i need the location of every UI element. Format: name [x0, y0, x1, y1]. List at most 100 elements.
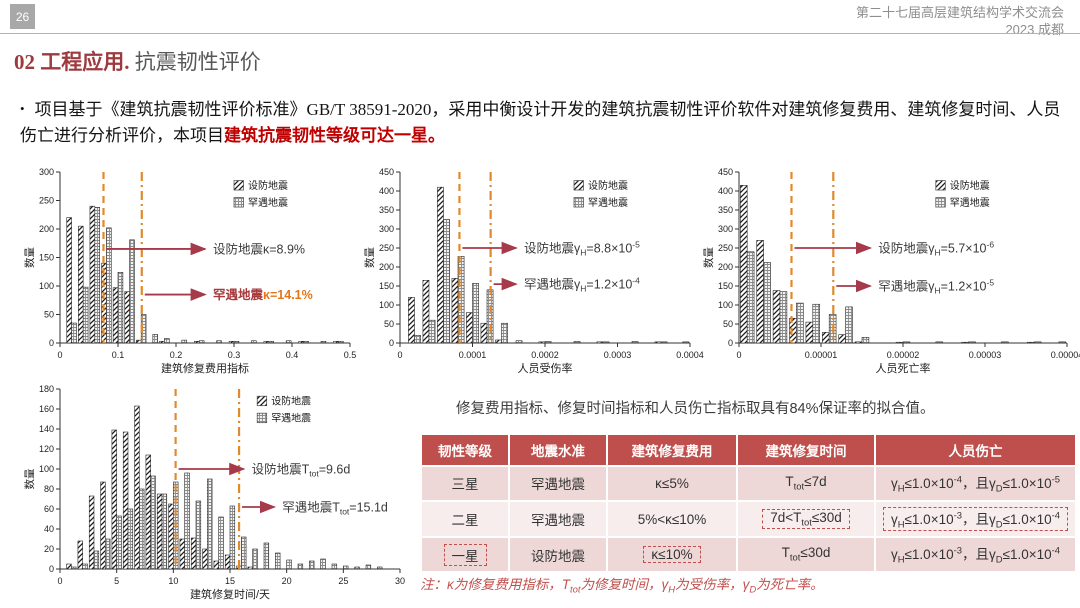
svg-text:400: 400: [718, 186, 733, 196]
legend-label: 设防地震: [588, 179, 628, 192]
svg-text:0: 0: [49, 564, 54, 574]
table-row: 一星 设防地震 κ≤10% Ttot≤30d γH≤1.0×10-3，且γD≤1.0×1…: [422, 538, 1075, 572]
svg-text:0.00004: 0.00004: [1051, 350, 1080, 360]
svg-text:0.0002: 0.0002: [531, 350, 559, 360]
chart-death-rate: 0 50 100 150 200 250 300 350 400 450 0 0.00001 0.000…: [701, 162, 1080, 375]
svg-text:450: 450: [718, 167, 733, 177]
chart-repair-time: 0 20 40 60 80 100 120 140 160 180 0 5 10 15 20 25 30 数量 建筑…: [22, 379, 408, 601]
chart-repair-cost: 0 50 100 150 200 250 300 0 0.1 0.2 0.3 0.4 0.5 数量 建筑修复…: [22, 162, 358, 375]
svg-text:0: 0: [49, 338, 54, 348]
annotation-label: 罕遇地震κ=14.1%: [213, 287, 313, 302]
legend-label: 罕遇地震: [271, 412, 311, 425]
svg-text:200: 200: [379, 262, 394, 272]
legend-swatch: [256, 412, 268, 424]
svg-text:100: 100: [39, 281, 54, 291]
svg-text:160: 160: [39, 404, 54, 414]
svg-text:100: 100: [379, 300, 394, 310]
table-cell: γH≤1.0×10-3，且γD≤1.0×10-4: [876, 538, 1075, 572]
bullet-marker: •: [20, 101, 25, 116]
x-axis-label: 人员受伤率: [518, 361, 573, 375]
legend-swatch: [573, 180, 584, 191]
x-axis-label: 建筑修复费用指标: [161, 361, 249, 375]
histogram-svg: 0 50 100 150 200 250 300 350 400 450 0 0.0001 0.0002…: [363, 167, 704, 375]
table-header-cell: 建筑修复费用: [608, 435, 736, 465]
annotation-label: 设防地震γH=8.8×10-5: [524, 240, 640, 258]
legend-swatch: [233, 180, 244, 191]
svg-text:0.4: 0.4: [286, 350, 299, 360]
svg-text:50: 50: [384, 319, 394, 329]
legend-label: 罕遇地震: [950, 196, 990, 209]
svg-text:10: 10: [168, 576, 178, 586]
legend-label: 设防地震: [950, 179, 990, 192]
svg-text:0.0003: 0.0003: [604, 350, 632, 360]
svg-text:5: 5: [114, 576, 119, 586]
table-cell: γH≤1.0×10-3，且γD≤1.0×10-4: [876, 501, 1075, 537]
svg-text:50: 50: [44, 310, 54, 320]
table-caption: 修复费用指标、修复时间指标和人员伤亡指标取具有84%保证率的拟合值。: [456, 401, 935, 417]
table-cell: 二星: [422, 501, 508, 537]
svg-text:0.2: 0.2: [170, 350, 183, 360]
svg-text:20: 20: [282, 576, 292, 586]
table-row: 三星 罕遇地震 κ≤5% Ttot≤7d γH≤1.0×10-4，且γD≤1.0×10-…: [422, 467, 1075, 500]
svg-text:0.00002: 0.00002: [887, 350, 920, 360]
legend-swatch: [233, 197, 244, 208]
svg-text:0.0001: 0.0001: [459, 350, 487, 360]
svg-text:180: 180: [39, 384, 54, 394]
table-cell: 罕遇地震: [510, 501, 606, 537]
page-title: 02 工程应用. 抗震韧性评价: [14, 50, 261, 74]
y-axis-label: 数量: [23, 247, 36, 268]
svg-text:80: 80: [44, 484, 54, 494]
x-axis-label: 建筑修复时间/天: [190, 587, 270, 601]
table-cell: 三星: [422, 467, 508, 500]
svg-text:120: 120: [39, 444, 54, 454]
legend-label: 设防地震: [271, 395, 311, 408]
svg-text:300: 300: [718, 224, 733, 234]
conference-name: 第二十七届高层建筑结构学术交流会: [855, 5, 1064, 20]
chart-injury-rate: 0 50 100 150 200 250 300 350 400 450 0 0.0001 0.0002…: [362, 162, 704, 375]
table-cell: κ≤5%: [608, 467, 736, 500]
svg-text:100: 100: [39, 464, 54, 474]
legend-label: 罕遇地震: [248, 196, 288, 209]
highlight-box: 7d<Ttot≤30d: [762, 508, 850, 530]
legend-swatch: [256, 395, 268, 407]
conference-year-city: 2023 成都: [1005, 21, 1064, 37]
svg-text:0: 0: [57, 350, 62, 360]
svg-text:0: 0: [728, 338, 733, 348]
svg-text:0.00001: 0.00001: [805, 350, 838, 360]
highlight-box: κ≤10%: [643, 546, 701, 564]
svg-text:0.5: 0.5: [344, 350, 357, 360]
svg-text:300: 300: [379, 224, 394, 234]
bars: [66, 405, 383, 570]
svg-text:20: 20: [44, 544, 54, 554]
table-cell: 一星: [422, 538, 508, 572]
table-cell: 罕遇地震: [510, 467, 606, 500]
svg-text:40: 40: [44, 524, 54, 534]
svg-text:0: 0: [389, 338, 394, 348]
paragraph-text: 项目基于《建筑抗震韧性评价标准》GB/T 38591-2020，采用中衡设计开发…: [20, 100, 1061, 145]
bars: [408, 186, 690, 344]
svg-text:100: 100: [718, 300, 733, 310]
highlight-box: 一星: [443, 543, 487, 566]
header-divider: [0, 33, 1080, 34]
svg-text:200: 200: [718, 262, 733, 272]
table-cell: 5%<κ≤10%: [608, 501, 736, 537]
annotation-label: 设防地震κ=8.9%: [213, 241, 305, 256]
table-cell: Ttot≤7d: [738, 467, 874, 500]
svg-text:0: 0: [397, 350, 402, 360]
y-axis-label: 数量: [363, 247, 376, 268]
svg-text:0.3: 0.3: [228, 350, 241, 360]
annotation-label: 罕遇地震γH=1.2×10-4: [524, 276, 640, 294]
histogram-svg: 0 50 100 150 200 250 300 0 0.1 0.2 0.3 0.4 0.5 数量建筑修复…: [23, 167, 357, 375]
table-cell: κ≤10%: [608, 538, 736, 572]
svg-text:400: 400: [379, 186, 394, 196]
table-header-cell: 地震水准: [510, 435, 606, 465]
bars: [740, 184, 1066, 344]
y-axis-label: 数量: [23, 468, 36, 489]
table-row: 二星 罕遇地震 5%<κ≤10% 7d<Ttot≤30d γH≤1.0×10-3，且γD…: [422, 501, 1075, 537]
page-number-badge: 26: [10, 4, 35, 29]
table-cell: Ttot≤30d: [738, 538, 874, 572]
svg-text:30: 30: [395, 576, 405, 586]
table-cell: 设防地震: [510, 538, 606, 572]
legend-label: 设防地震: [248, 179, 288, 192]
